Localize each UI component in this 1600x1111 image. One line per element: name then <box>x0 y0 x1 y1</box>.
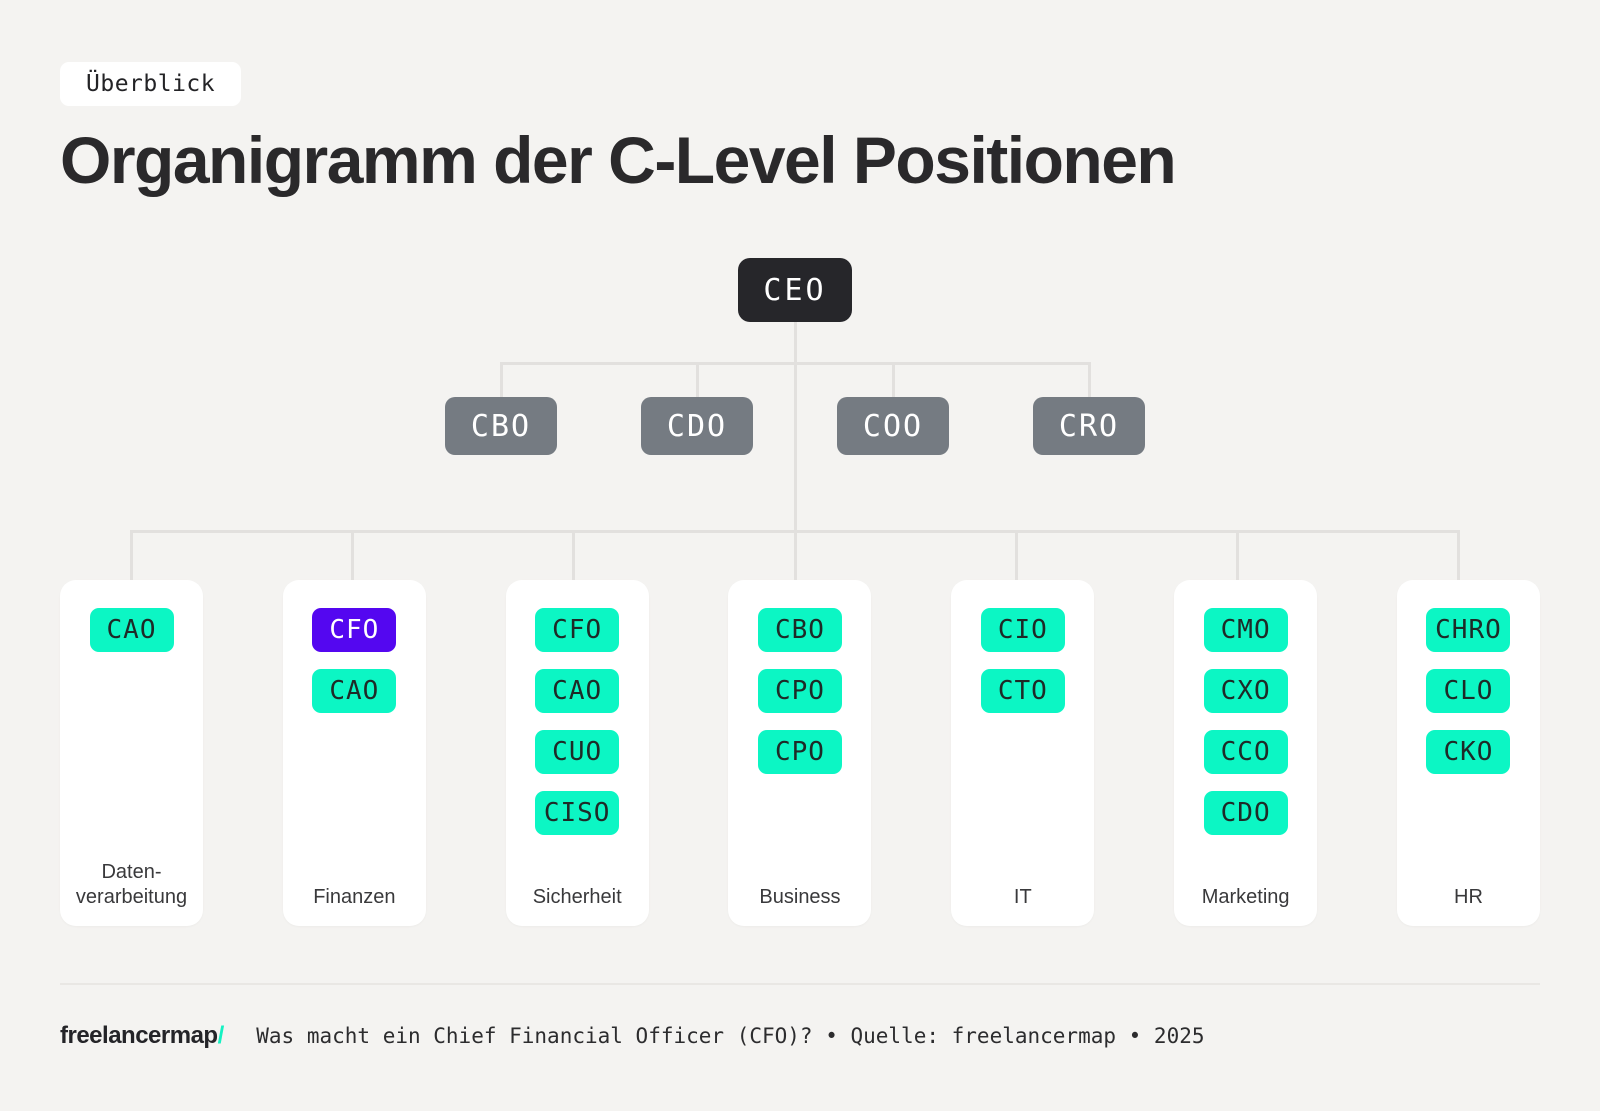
connector-drop <box>499 362 503 400</box>
executive-node-cbo: CBO <box>445 397 557 455</box>
role-chip: CPO <box>757 669 842 713</box>
department-label: Sicherheit <box>506 885 649 910</box>
role-chip: CIO <box>980 608 1065 652</box>
executive-node-cdo: CDO <box>641 397 753 455</box>
department-label: Daten- verarbeitung <box>60 860 203 910</box>
role-chip: CCO <box>1203 730 1288 774</box>
role-chip-label: CIO <box>997 615 1048 645</box>
department-label-line: IT <box>1013 886 1032 908</box>
footer-caption: Was macht ein Chief Financial Officer (C… <box>256 1024 1205 1048</box>
freelancermap-logo: freelancermap <box>60 1022 218 1049</box>
department-label: IT <box>951 885 1094 910</box>
department-label-line: Finanzen <box>313 886 396 908</box>
connector-drop <box>1236 530 1239 582</box>
connector-drop <box>695 362 699 400</box>
connector-drop <box>891 362 895 400</box>
role-chip-label: CUO <box>552 737 603 767</box>
department-label-line: Sicherheit <box>532 886 622 908</box>
executive-node-label: COO <box>862 408 924 444</box>
role-chip-label: CFO <box>552 615 603 645</box>
role-chip: CXO <box>1203 669 1288 713</box>
connector-drop <box>572 530 575 582</box>
executive-node-coo: COO <box>837 397 949 455</box>
overview-badge-label: Überblick <box>86 71 216 97</box>
executive-node-label: CBO <box>470 408 532 444</box>
department-label-line: verarbeitung <box>75 886 188 908</box>
role-chip-label: CXO <box>1220 676 1271 706</box>
department-card-datenverarbeitung: CAO Daten- verarbeitung <box>60 580 203 926</box>
role-chip-label: CPO <box>775 737 825 767</box>
role-chip: CPO <box>757 730 842 774</box>
department-label-line: HR <box>1454 886 1483 908</box>
department-card-business: CBO CPO CPO Business <box>728 580 872 926</box>
role-chip-label: CLO <box>1443 676 1494 706</box>
connector-level2-horizontal <box>501 362 1089 365</box>
role-chip: CAO <box>89 608 174 652</box>
department-label-line: Business <box>759 886 841 908</box>
role-chip-label: CBO <box>775 615 825 645</box>
role-chip-label: CAO <box>552 676 603 706</box>
role-chip-label: CKO <box>1443 737 1494 767</box>
role-chip-label: CAO <box>106 615 157 645</box>
role-chip-label: CISO <box>543 798 611 828</box>
role-chip: CAO <box>312 669 397 713</box>
role-chip: CISO <box>535 791 620 835</box>
role-chip: CFO <box>535 608 620 652</box>
footer-divider <box>60 983 1540 985</box>
departments-row: CAO Daten- verarbeitung CFO CAO Finanzen… <box>60 580 1540 926</box>
role-chip-label: CFO <box>329 615 380 645</box>
logo-slash-icon: / <box>217 1022 225 1049</box>
department-label-line: Marketing <box>1201 886 1290 908</box>
department-label-line: Daten- <box>101 861 162 883</box>
connector-ceo-vertical <box>793 322 797 530</box>
role-chip-highlighted: CFO <box>312 608 397 652</box>
department-card-marketing: CMO CXO CCO CDO Marketing <box>1174 580 1318 926</box>
role-chip: CLO <box>1426 669 1511 713</box>
role-chip: CAO <box>535 669 620 713</box>
role-chip: CKO <box>1426 730 1511 774</box>
executive-node-label: CRO <box>1058 408 1120 444</box>
role-chip: CUO <box>535 730 620 774</box>
role-chip: CDO <box>1203 791 1288 835</box>
role-chip-label: CCO <box>1220 737 1271 767</box>
role-chip-label: CPO <box>775 676 825 706</box>
role-chip: CHRO <box>1426 608 1511 652</box>
department-label: HR <box>1397 885 1540 910</box>
connector-drop <box>793 530 797 582</box>
connector-drop <box>1087 362 1091 400</box>
executive-node-label: CDO <box>666 408 728 444</box>
executive-node-cro: CRO <box>1033 397 1145 455</box>
role-chip: CMO <box>1203 608 1288 652</box>
role-chip-label: CDO <box>1220 798 1271 828</box>
footer: freelancermap / Was macht ein Chief Fina… <box>60 1022 1205 1050</box>
connector-drop <box>130 530 133 582</box>
department-card-finanzen: CFO CAO Finanzen <box>282 580 426 926</box>
role-chip: CTO <box>980 669 1065 713</box>
overview-badge: Überblick <box>60 62 242 106</box>
department-label: Marketing <box>1174 885 1317 910</box>
department-label: Finanzen <box>283 885 426 910</box>
role-chip-label: CTO <box>997 676 1048 706</box>
role-chip-label: CAO <box>329 676 380 706</box>
role-chip-label: CMO <box>1220 615 1271 645</box>
department-card-hr: CHRO CLO CKO HR <box>1396 580 1540 926</box>
page-title: Organigramm der C-Level Positionen <box>60 123 1177 197</box>
department-label: Business <box>728 885 871 910</box>
department-card-sicherheit: CFO CAO CUO CISO Sicherheit <box>505 580 649 926</box>
connector-drop <box>1457 530 1460 582</box>
ceo-node: CEO <box>738 258 852 322</box>
connector-drop <box>1015 530 1018 582</box>
connector-drop <box>351 530 354 582</box>
role-chip: CBO <box>757 608 842 652</box>
department-card-it: CIO CTO IT <box>951 580 1095 926</box>
role-chip-label: CHRO <box>1435 615 1502 645</box>
ceo-node-label: CEO <box>763 272 827 308</box>
